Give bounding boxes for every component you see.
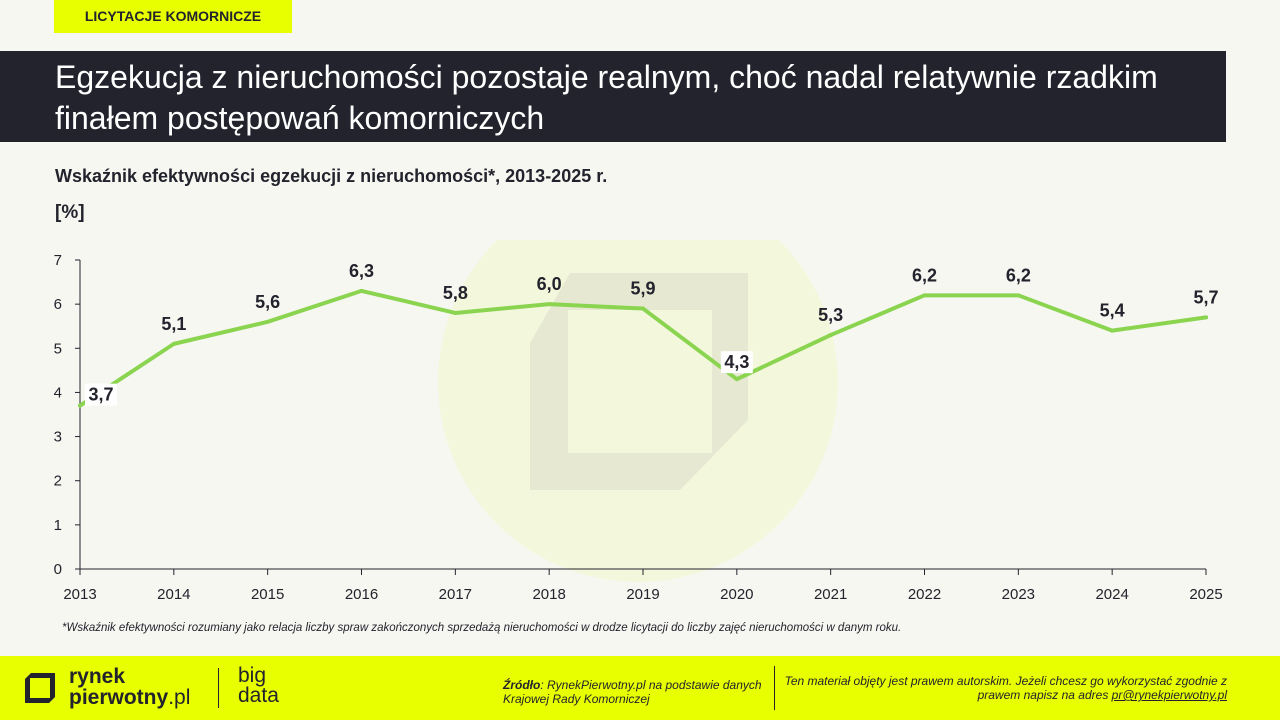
contact-email-link[interactable]: pr@rynekpierwotny.pl — [1111, 688, 1227, 702]
footer-divider — [774, 666, 775, 710]
data-labels: 3,7 5,1 5,6 6,3 5,8 6,0 5,9 4,3 5,3 6,2 6,2 5,4 5,7 — [85, 261, 1219, 406]
data-label: 6,2 — [912, 265, 937, 285]
x-tick-label: 2013 — [63, 586, 96, 603]
x-tick-label: 2014 — [157, 586, 190, 603]
headline-band: Egzekucja z nieruchomości pozostaje real… — [0, 51, 1226, 142]
y-tick-label: 1 — [54, 517, 62, 534]
section-tag: LICYTACJE KOMORNICZE — [54, 0, 292, 33]
footer: rynek pierwotny.pl big data Źródło: Ryne… — [0, 656, 1280, 720]
data-label: 5,6 — [255, 292, 280, 312]
brand-logo-icon — [25, 673, 55, 703]
data-point — [1016, 293, 1021, 298]
data-point — [265, 319, 270, 324]
y-tick-label: 4 — [54, 384, 62, 401]
data-label: 5,8 — [443, 283, 468, 303]
data-label-bg — [85, 383, 117, 406]
data-label: 6,0 — [537, 274, 562, 294]
y-tick-label: 6 — [54, 296, 62, 313]
data-point — [171, 341, 176, 346]
data-point — [1204, 315, 1208, 320]
data-point — [359, 288, 364, 293]
brand-logo-text: rynek pierwotny.pl — [69, 665, 191, 709]
x-tick-label: 2023 — [1002, 586, 1035, 603]
headline: Egzekucja z nieruchomości pozostaje real… — [55, 59, 1158, 136]
data-label: 4,3 — [724, 352, 749, 372]
data-label: 6,2 — [1006, 265, 1031, 285]
data-point — [1110, 328, 1115, 333]
x-tick-label: 2025 — [1189, 586, 1222, 603]
data-point — [734, 377, 739, 382]
y-tick-label: 5 — [54, 340, 62, 357]
data-label: 6,3 — [349, 261, 374, 281]
x-tick-label: 2019 — [626, 586, 659, 603]
data-label: 3,7 — [88, 385, 113, 405]
data-label: 5,7 — [1193, 287, 1218, 307]
data-label: 5,3 — [818, 305, 843, 325]
line-chart: 0 1 2 3 4 5 6 7 2013 2014 2015 2016 2017 2018 2019 2020… — [54, 240, 1223, 603]
chart-title: Wskaźnik efektywności egzekucji z nieruc… — [55, 166, 608, 186]
data-point — [547, 302, 552, 307]
x-tick-label: 2016 — [345, 586, 378, 603]
y-tick-label: 7 — [54, 252, 62, 269]
data-point — [641, 306, 645, 311]
data-label-bg — [720, 351, 753, 374]
y-axis-unit: [%] — [55, 202, 85, 223]
x-tick-label: 2018 — [532, 586, 565, 603]
footnote: *Wskaźnik efektywności rozumiany jako re… — [62, 622, 902, 634]
watermark — [438, 240, 838, 582]
x-tick-label: 2021 — [814, 586, 847, 603]
x-tick-label: 2020 — [720, 586, 753, 603]
x-tick-label: 2015 — [251, 586, 284, 603]
bigdata-logo: big data — [238, 664, 279, 707]
data-point — [828, 333, 833, 338]
data-point — [78, 403, 82, 408]
x-tick-label: 2017 — [439, 586, 472, 603]
y-tick-label: 2 — [54, 473, 62, 490]
data-label: 5,4 — [1100, 301, 1125, 321]
logo-divider — [218, 668, 219, 708]
data-point — [922, 293, 927, 298]
data-point — [453, 310, 458, 315]
data-label: 5,1 — [161, 314, 186, 334]
data-label: 5,9 — [630, 279, 655, 299]
axes: 0 1 2 3 4 5 6 7 2013 2014 2015 2016 2017 2018 2019 2020… — [54, 252, 1223, 603]
source-note: Źródło: RynekPierwotny.pl na podstawie d… — [503, 678, 762, 706]
x-tick-label: 2024 — [1095, 586, 1128, 603]
series-line — [78, 288, 1208, 408]
copyright-note: Ten materiał objęty jest prawem autorski… — [784, 674, 1227, 702]
y-tick-label: 0 — [54, 561, 62, 578]
y-tick-label: 3 — [54, 429, 62, 446]
x-tick-label: 2022 — [908, 586, 941, 603]
